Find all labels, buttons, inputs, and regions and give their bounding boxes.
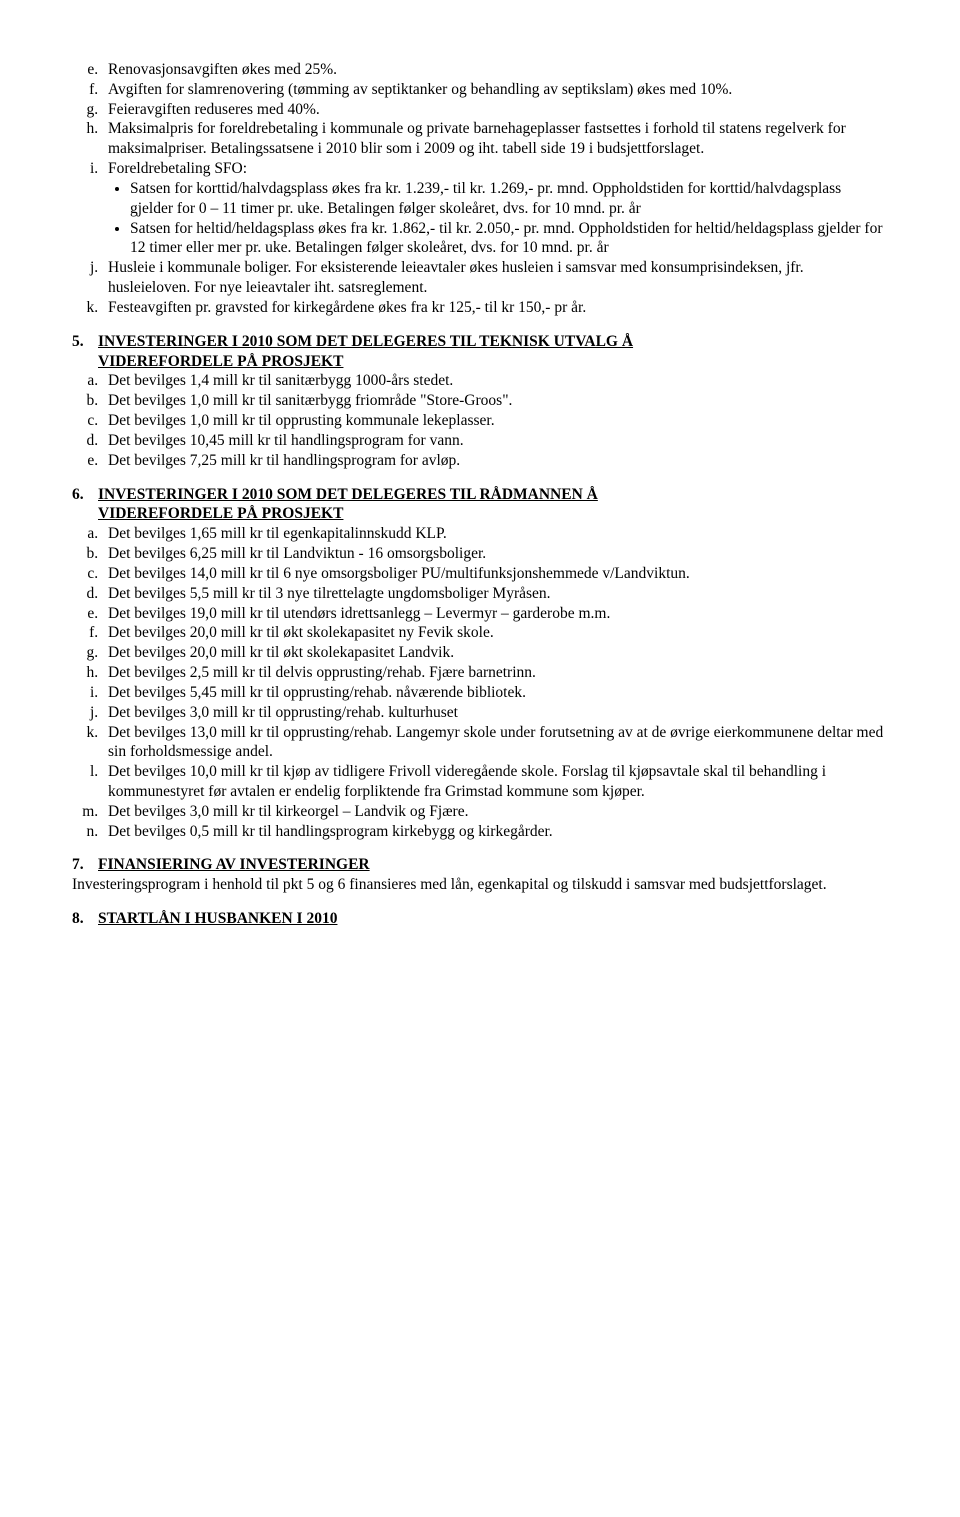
list-item-f: Det bevilges 20,0 mill kr til økt skolek… — [102, 623, 888, 643]
section-title: STARTLÅN I HUSBANKEN I 2010 — [98, 909, 337, 929]
list-item-f: Avgiften for slamrenovering (tømming av … — [102, 80, 888, 100]
item-text: Det bevilges 10,0 mill kr til kjøp av ti… — [108, 763, 826, 800]
list-item-i: Det bevilges 5,45 mill kr til opprusting… — [102, 683, 888, 703]
bullet-text: Satsen for heltid/heldagsplass økes fra … — [130, 220, 882, 257]
bullet-item: Satsen for korttid/halvdagsplass økes fr… — [130, 179, 888, 219]
list-item-k: Festeavgiften pr. gravsted for kirkegård… — [102, 298, 888, 318]
item-text: Det bevilges 19,0 mill kr til utendørs i… — [108, 605, 610, 622]
section-7-body: Investeringsprogram i henhold til pkt 5 … — [72, 875, 888, 895]
section-5-heading: 5. INVESTERINGER I 2010 SOM DET DELEGERE… — [72, 332, 888, 352]
list-item-c: Det bevilges 1,0 mill kr til opprusting … — [102, 411, 888, 431]
section-title: FINANSIERING AV INVESTERINGER — [98, 855, 370, 875]
list-item-b: Det bevilges 6,25 mill kr til Landviktun… — [102, 544, 888, 564]
item-text: Festeavgiften pr. gravsted for kirkegård… — [108, 299, 586, 316]
item-text: Feieravgiften reduseres med 40%. — [108, 101, 320, 118]
item-text: Det bevilges 1,65 mill kr til egenkapita… — [108, 525, 447, 542]
list-item-a: Det bevilges 1,4 mill kr til sanitærbygg… — [102, 371, 888, 391]
section-6: 6. INVESTERINGER I 2010 SOM DET DELEGERE… — [72, 485, 888, 842]
item-text: Det bevilges 20,0 mill kr til økt skolek… — [108, 624, 494, 641]
list-item-g: Feieravgiften reduseres med 40%. — [102, 100, 888, 120]
item-text: Det bevilges 13,0 mill kr til opprusting… — [108, 724, 883, 761]
list-item-c: Det bevilges 14,0 mill kr til 6 nye omso… — [102, 564, 888, 584]
section-6-heading-line2: VIDEREFORDELE PÅ PROSJEKT — [72, 504, 888, 524]
item-text: Det bevilges 10,45 mill kr til handlings… — [108, 432, 464, 449]
item-text: Avgiften for slamrenovering (tømming av … — [108, 81, 732, 98]
item-text: Det bevilges 6,25 mill kr til Landviktun… — [108, 545, 486, 562]
list-item-i: Foreldrebetaling SFO: Satsen for korttid… — [102, 159, 888, 258]
item-text: Det bevilges 1,4 mill kr til sanitærbygg… — [108, 372, 453, 389]
fees-list: Renovasjonsavgiften økes med 25%. Avgift… — [72, 60, 888, 318]
section-8: 8. STARTLÅN I HUSBANKEN I 2010 — [72, 909, 888, 929]
section-title-line2: VIDEREFORDELE PÅ PROSJEKT — [98, 504, 343, 524]
item-text: Det bevilges 2,5 mill kr til delvis oppr… — [108, 664, 536, 681]
list-item-a: Det bevilges 1,65 mill kr til egenkapita… — [102, 524, 888, 544]
section-5-heading-line2: VIDEREFORDELE PÅ PROSJEKT — [72, 352, 888, 372]
item-text: Det bevilges 5,5 mill kr til 3 nye tilre… — [108, 585, 551, 602]
section-number-spacer — [72, 504, 98, 524]
section-number-spacer — [72, 352, 98, 372]
section-5-list: Det bevilges 1,4 mill kr til sanitærbygg… — [72, 371, 888, 470]
list-item-e: Det bevilges 7,25 mill kr til handlingsp… — [102, 451, 888, 471]
section-5: 5. INVESTERINGER I 2010 SOM DET DELEGERE… — [72, 332, 888, 471]
section-7: 7. FINANSIERING AV INVESTERINGER Investe… — [72, 855, 888, 895]
section-6-heading: 6. INVESTERINGER I 2010 SOM DET DELEGERE… — [72, 485, 888, 505]
bullet-text: Satsen for korttid/halvdagsplass økes fr… — [130, 180, 841, 217]
list-item-j: Det bevilges 3,0 mill kr til opprusting/… — [102, 703, 888, 723]
section-number: 6. — [72, 485, 98, 505]
section-title-line1: INVESTERINGER I 2010 SOM DET DELEGERES T… — [98, 332, 633, 352]
list-item-d: Det bevilges 10,45 mill kr til handlings… — [102, 431, 888, 451]
item-text: Husleie i kommunale boliger. For eksiste… — [108, 259, 804, 296]
list-item-g: Det bevilges 20,0 mill kr til økt skolek… — [102, 643, 888, 663]
item-text: Det bevilges 7,25 mill kr til handlingsp… — [108, 452, 460, 469]
item-text: Det bevilges 1,0 mill kr til opprusting … — [108, 412, 495, 429]
item-text: Renovasjonsavgiften økes med 25%. — [108, 61, 337, 78]
item-text: Det bevilges 20,0 mill kr til økt skolek… — [108, 644, 454, 661]
item-text: Det bevilges 3,0 mill kr til kirkeorgel … — [108, 803, 468, 820]
section-6-list: Det bevilges 1,65 mill kr til egenkapita… — [72, 524, 888, 841]
item-text: Det bevilges 1,0 mill kr til sanitærbygg… — [108, 392, 512, 409]
section-number: 7. — [72, 855, 98, 875]
section-title-line1: INVESTERINGER I 2010 SOM DET DELEGERES T… — [98, 485, 598, 505]
list-item-b: Det bevilges 1,0 mill kr til sanitærbygg… — [102, 391, 888, 411]
section-number: 8. — [72, 909, 98, 929]
item-text: Det bevilges 3,0 mill kr til opprusting/… — [108, 704, 458, 721]
section-title-line2: VIDEREFORDELE PÅ PROSJEKT — [98, 352, 343, 372]
list-item-d: Det bevilges 5,5 mill kr til 3 nye tilre… — [102, 584, 888, 604]
list-item-j: Husleie i kommunale boliger. For eksiste… — [102, 258, 888, 298]
list-item-n: Det bevilges 0,5 mill kr til handlingspr… — [102, 822, 888, 842]
sfo-bullet-list: Satsen for korttid/halvdagsplass økes fr… — [108, 179, 888, 258]
section-8-heading: 8. STARTLÅN I HUSBANKEN I 2010 — [72, 909, 888, 929]
bullet-item: Satsen for heltid/heldagsplass økes fra … — [130, 219, 888, 259]
list-item-h: Det bevilges 2,5 mill kr til delvis oppr… — [102, 663, 888, 683]
list-item-k: Det bevilges 13,0 mill kr til opprusting… — [102, 723, 888, 763]
item-text: Det bevilges 0,5 mill kr til handlingspr… — [108, 823, 553, 840]
list-item-h: Maksimalpris for foreldrebetaling i komm… — [102, 119, 888, 159]
list-item-e: Renovasjonsavgiften økes med 25%. — [102, 60, 888, 80]
item-text: Maksimalpris for foreldrebetaling i komm… — [108, 120, 846, 157]
item-text: Det bevilges 14,0 mill kr til 6 nye omso… — [108, 565, 690, 582]
item-text: Det bevilges 5,45 mill kr til opprusting… — [108, 684, 526, 701]
section-number: 5. — [72, 332, 98, 352]
item-text: Foreldrebetaling SFO: — [108, 160, 247, 177]
list-item-m: Det bevilges 3,0 mill kr til kirkeorgel … — [102, 802, 888, 822]
list-item-e: Det bevilges 19,0 mill kr til utendørs i… — [102, 604, 888, 624]
list-item-l: Det bevilges 10,0 mill kr til kjøp av ti… — [102, 762, 888, 802]
section-7-heading: 7. FINANSIERING AV INVESTERINGER — [72, 855, 888, 875]
